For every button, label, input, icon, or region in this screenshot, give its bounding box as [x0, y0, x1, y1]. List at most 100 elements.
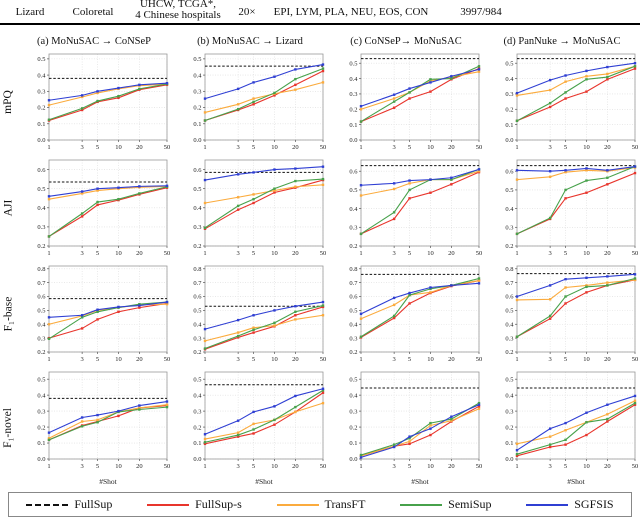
- legend-line-sgfsis: [526, 503, 569, 506]
- chart-b-aji: 1 3 5 10 20 50 0.2 0.3 0.4 0.5 0.6: [193, 159, 326, 257]
- svg-text:3: 3: [393, 250, 396, 257]
- legend-item-semisup: SemiSup: [400, 497, 492, 512]
- svg-text:0.5: 0.5: [349, 187, 357, 194]
- svg-text:0.7: 0.7: [505, 280, 514, 287]
- svg-text:0.2: 0.2: [349, 424, 357, 431]
- svg-text:0.2: 0.2: [505, 106, 513, 113]
- chart-cell: 1 3 5 10 20 50 0.0 0.1 0.2 0.3 0.4 0.5: [16, 49, 172, 155]
- chart-d-f1-base: 1 3 5 10 20 50 0.2 0.3 0.4 0.5 0.6 0.7 0.8: [505, 265, 638, 363]
- legend-item-fullsup-s: FullSup-s: [147, 497, 242, 512]
- svg-text:10: 10: [427, 144, 434, 151]
- svg-text:0.3: 0.3: [193, 89, 201, 96]
- svg-text:3: 3: [549, 144, 552, 151]
- chart-b-f1-novel: 1 3 5 10 20 50 0.0 0.1 0.2 0.3 0.4 0.5 #Shot: [193, 371, 327, 486]
- svg-text:3: 3: [237, 356, 240, 363]
- svg-text:20: 20: [136, 144, 143, 151]
- svg-text:0.4: 0.4: [37, 205, 46, 212]
- svg-text:5: 5: [96, 356, 99, 363]
- chart-cell: 1 3 5 10 20 50 0.0 0.1 0.2 0.3 0.4 0.5 #Shot: [484, 367, 640, 488]
- svg-text:1: 1: [515, 144, 518, 151]
- svg-text:10: 10: [427, 356, 434, 363]
- chart-cell: 1 3 5 10 20 50 0.2 0.3 0.4 0.5 0.6: [172, 155, 328, 261]
- svg-text:20: 20: [292, 356, 299, 363]
- svg-text:0.3: 0.3: [37, 224, 45, 231]
- svg-text:5: 5: [564, 144, 567, 151]
- svg-text:3: 3: [393, 356, 396, 363]
- svg-text:3: 3: [81, 250, 84, 257]
- svg-text:0.5: 0.5: [37, 186, 45, 193]
- svg-text:0.0: 0.0: [193, 137, 201, 144]
- svg-text:0.5: 0.5: [37, 56, 45, 63]
- svg-text:0.3: 0.3: [193, 408, 201, 415]
- svg-text:10: 10: [583, 463, 590, 470]
- svg-text:0.3: 0.3: [193, 335, 201, 342]
- svg-text:0.2: 0.2: [349, 349, 357, 356]
- chart-a-f1-novel: 1 3 5 10 20 50 0.0 0.1 0.2 0.3 0.4 0.5 #Shot: [37, 371, 171, 486]
- charts-grid: mPQ 1 3 5 10 20 50 0.0 0.1 0.2 0.3 0.4 0.5 1 3 5 10 20 5…: [0, 49, 640, 488]
- table-cell-classes: EPI, LYM, PLA, NEU, EOS, CON: [273, 5, 429, 18]
- figure: (a) MoNuSAC → CoNSeP (b) MoNuSAC → Lizar…: [0, 35, 640, 517]
- svg-text:10: 10: [115, 250, 122, 257]
- legend-item-transft: TransFT: [276, 497, 365, 512]
- svg-text:0.5: 0.5: [193, 56, 201, 63]
- svg-text:50: 50: [164, 250, 171, 257]
- legend-label: FullSup-s: [195, 497, 242, 511]
- svg-text:5: 5: [408, 144, 411, 151]
- svg-text:0.2: 0.2: [193, 349, 201, 356]
- svg-text:50: 50: [164, 463, 171, 470]
- svg-text:0.4: 0.4: [349, 321, 358, 328]
- svg-text:0.5: 0.5: [349, 60, 357, 67]
- svg-text:0.7: 0.7: [193, 280, 202, 287]
- svg-text:0.0: 0.0: [505, 137, 513, 144]
- svg-text:5: 5: [252, 144, 255, 151]
- chart-cell: 1 3 5 10 20 50 0.2 0.3 0.4 0.5 0.6 0.7 0.8: [484, 261, 640, 367]
- legend-item-sgfsis: SGFSIS: [526, 497, 614, 512]
- svg-text:0.5: 0.5: [505, 60, 513, 67]
- svg-text:0.4: 0.4: [193, 72, 202, 79]
- svg-text:5: 5: [408, 356, 411, 363]
- svg-text:0.0: 0.0: [37, 137, 45, 144]
- svg-text:0.8: 0.8: [37, 266, 45, 273]
- svg-text:3: 3: [81, 463, 84, 470]
- svg-text:0.5: 0.5: [193, 308, 201, 315]
- svg-text:20: 20: [448, 250, 455, 257]
- svg-text:50: 50: [320, 144, 327, 151]
- svg-text:#Shot: #Shot: [567, 477, 585, 486]
- svg-text:0.1: 0.1: [193, 121, 201, 128]
- svg-text:10: 10: [271, 356, 278, 363]
- col-title-a: (a) MoNuSAC → CoNSeP: [36, 36, 152, 47]
- svg-text:20: 20: [448, 356, 455, 363]
- svg-text:0.8: 0.8: [193, 266, 201, 273]
- svg-text:0.0: 0.0: [37, 456, 45, 463]
- svg-text:1: 1: [515, 463, 518, 470]
- col-title-c: (c) CoNSeP→ MoNuSAC: [350, 36, 462, 47]
- svg-text:10: 10: [271, 463, 278, 470]
- table-cell-source-line1: UHCW, TCGA*,: [139, 0, 217, 10]
- svg-text:20: 20: [136, 463, 143, 470]
- chart-cell: 1 3 5 10 20 50 0.2 0.3 0.4 0.5 0.6 0.7 0.8: [172, 261, 328, 367]
- svg-text:3: 3: [549, 250, 552, 257]
- svg-text:3: 3: [81, 144, 84, 151]
- svg-text:50: 50: [320, 463, 327, 470]
- chart-b-f1-base: 1 3 5 10 20 50 0.2 0.3 0.4 0.5 0.6 0.7 0.8: [193, 265, 326, 363]
- svg-text:50: 50: [632, 250, 639, 257]
- svg-text:0.6: 0.6: [505, 168, 514, 175]
- svg-text:5: 5: [96, 463, 99, 470]
- chart-a-aji: 1 3 5 10 20 50 0.2 0.3 0.4 0.5 0.6: [37, 159, 171, 257]
- row-label-mpq: mPQ: [2, 90, 14, 114]
- chart-c-aji: 1 3 5 10 20 50 0.2 0.3 0.4 0.5 0.6: [349, 159, 482, 257]
- svg-text:#Shot: #Shot: [255, 477, 273, 486]
- chart-cell: 1 3 5 10 20 50 0.0 0.1 0.2 0.3 0.4 0.5 #Shot: [172, 367, 328, 488]
- col-title-d: (d) PanNuke → MoNuSAC: [503, 36, 621, 47]
- title-spacer: [0, 35, 16, 49]
- svg-text:20: 20: [604, 144, 611, 151]
- svg-text:10: 10: [115, 463, 122, 470]
- svg-text:0.8: 0.8: [505, 266, 513, 273]
- svg-text:0.3: 0.3: [505, 335, 513, 342]
- svg-text:0.1: 0.1: [193, 440, 201, 447]
- svg-text:5: 5: [96, 250, 99, 257]
- chart-cell: 1 3 5 10 20 50 0.2 0.3 0.4 0.5 0.6 0.7 0.8: [328, 261, 484, 367]
- svg-text:0.5: 0.5: [193, 376, 201, 383]
- svg-text:5: 5: [564, 356, 567, 363]
- svg-text:20: 20: [448, 463, 455, 470]
